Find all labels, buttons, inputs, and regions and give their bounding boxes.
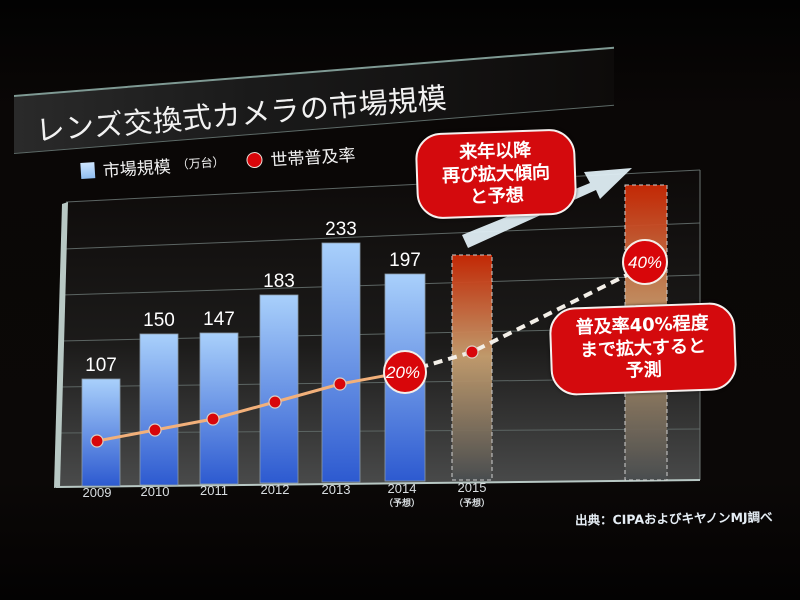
bar-2015-forecast xyxy=(451,254,493,481)
marker-2010 xyxy=(148,423,162,437)
marker-2015 xyxy=(465,345,479,359)
marker-2009 xyxy=(90,434,104,448)
svg-text:（予想）: （予想） xyxy=(454,497,490,509)
source-note: 出典：CIPAおよびキヤノンMJ調べ xyxy=(574,509,773,528)
marker-2016-large xyxy=(622,239,668,285)
penetration-label-2014: 20% xyxy=(385,363,420,382)
svg-text:197: 197 xyxy=(389,250,421,271)
svg-text:2011: 2011 xyxy=(200,483,228,498)
bars xyxy=(81,184,668,487)
svg-text:2010: 2010 xyxy=(141,484,170,499)
svg-text:183: 183 xyxy=(263,271,295,292)
svg-text:147: 147 xyxy=(203,309,235,330)
bar-value-labels: 107 150 147 183 233 197 xyxy=(85,219,421,376)
svg-text:233: 233 xyxy=(325,219,357,240)
bar-2011 xyxy=(199,332,239,485)
x-axis-labels: 2009 2010 2011 2012 2013 2014 （予想） 2015 … xyxy=(83,480,490,509)
penetration-label-2016: 40% xyxy=(628,253,662,272)
penetration-line: 20% 40% xyxy=(90,239,668,448)
bar-2009 xyxy=(81,378,121,487)
bar-2010 xyxy=(139,333,179,486)
x-axis xyxy=(55,479,701,488)
svg-text:2012: 2012 xyxy=(261,482,290,497)
svg-text:（予想）: （予想） xyxy=(384,497,420,509)
forecast-trend-callout: 来年以降 再び拡大傾向 と予想 xyxy=(414,128,578,220)
svg-text:2014: 2014 xyxy=(388,481,417,496)
forecast-rate-callout: 普及率40%程度 まで拡大すると 予測 xyxy=(548,301,738,397)
svg-text:107: 107 xyxy=(85,355,117,376)
marker-2012 xyxy=(268,395,282,409)
bar-2012 xyxy=(259,294,299,484)
marker-2014-large xyxy=(383,350,427,394)
svg-text:2015: 2015 xyxy=(458,480,487,495)
svg-text:150: 150 xyxy=(143,310,175,331)
svg-text:2013: 2013 xyxy=(322,482,351,497)
y-axis xyxy=(54,202,68,488)
bar-2013 xyxy=(321,242,361,483)
svg-text:2009: 2009 xyxy=(83,485,112,500)
marker-2013 xyxy=(333,377,347,391)
marker-2011 xyxy=(206,412,220,426)
